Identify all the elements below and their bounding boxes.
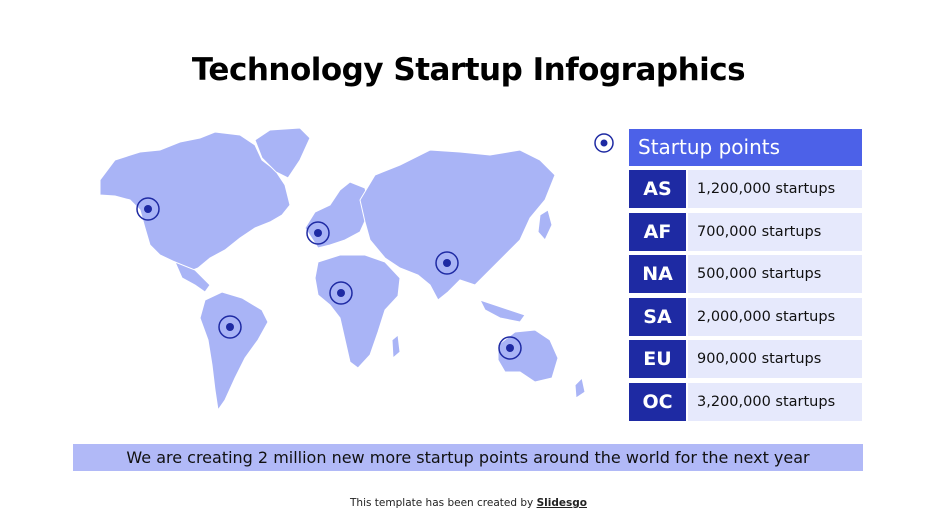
new-zealand-shape — [574, 376, 586, 399]
region-code: AF — [629, 212, 686, 251]
south-america-shape — [199, 291, 269, 412]
australia-shape — [497, 329, 559, 383]
marker-south-america — [218, 315, 242, 339]
table-row: EU 900,000 startups — [629, 340, 862, 378]
region-code: NA — [629, 255, 686, 293]
japan-shape — [537, 209, 553, 241]
slidesgo-link[interactable]: Slidesgo — [536, 497, 587, 509]
region-value: 1,200,000 startups — [688, 170, 862, 208]
europe-shape — [304, 181, 371, 249]
footer-credit: This template has been created by Slides… — [0, 497, 937, 509]
table-row: AF 700,000 startups — [629, 212, 862, 251]
table-row: AS 1,200,000 startups — [629, 170, 862, 208]
page-title: Technology Startup Infographics — [191, 52, 746, 88]
footer-text: This template has been created by — [350, 497, 537, 509]
region-code: EU — [629, 340, 686, 378]
table-row: NA 500,000 startups — [629, 255, 862, 293]
region-value: 2,000,000 startups — [688, 297, 862, 336]
region-code: AS — [629, 170, 686, 208]
table-row: SA 2,000,000 startups — [629, 297, 862, 336]
region-value: 500,000 startups — [688, 255, 862, 293]
marker-north-america — [136, 197, 160, 221]
greenland-shape — [254, 127, 311, 179]
region-code: SA — [629, 297, 686, 336]
table-row: OC 3,200,000 startups — [629, 382, 862, 421]
table-header: Startup points — [629, 129, 862, 166]
region-code: OC — [629, 382, 686, 421]
summary-banner: We are creating 2 million new more start… — [73, 444, 863, 471]
marker-europe — [306, 221, 330, 245]
asia-shape — [359, 149, 556, 301]
startup-points-table: Startup points AS 1,200,000 startups AF … — [629, 129, 862, 425]
region-value: 700,000 startups — [688, 212, 862, 251]
central-america-shape — [174, 261, 211, 293]
location-marker-icon — [594, 133, 614, 153]
africa-shape — [314, 254, 401, 369]
madagascar-shape — [391, 334, 401, 360]
marker-asia — [435, 251, 459, 275]
marker-africa — [329, 281, 353, 305]
southeast-asia-shape — [479, 299, 526, 323]
north-america-shape — [99, 131, 291, 273]
map-markers — [136, 197, 522, 360]
marker-oceania — [498, 336, 522, 360]
world-map — [99, 127, 586, 412]
region-value: 900,000 startups — [688, 340, 862, 378]
region-value: 3,200,000 startups — [688, 382, 862, 421]
